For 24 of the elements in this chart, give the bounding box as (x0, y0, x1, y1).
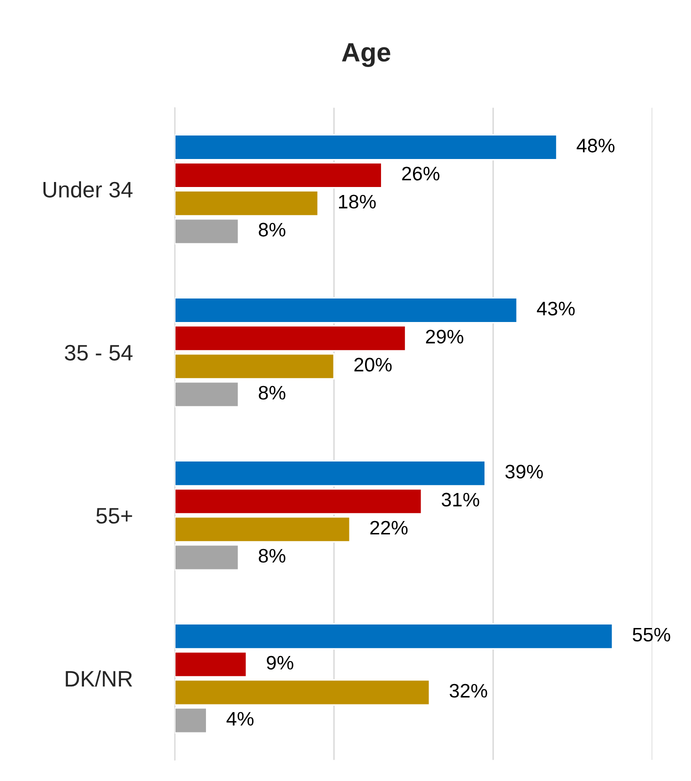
y-tick-label: Under 34 (43, 181, 133, 198)
data-label: 48% (576, 138, 614, 152)
data-label: 31% (442, 492, 480, 507)
bar (174, 707, 208, 734)
data-label: 8% (258, 548, 286, 563)
data-label: 18% (338, 194, 376, 209)
data-label: 39% (505, 464, 543, 479)
data-label: 29% (426, 330, 464, 344)
bar (174, 544, 240, 571)
chart-title: Age (342, 43, 390, 67)
data-label: 8% (258, 386, 286, 400)
data-label: 20% (354, 358, 392, 372)
bar (174, 679, 430, 706)
data-label: 4% (226, 712, 254, 726)
y-tick-label: DK/NR (66, 670, 132, 687)
data-label: 8% (258, 222, 286, 237)
y-tick-label: 55+ (96, 508, 132, 524)
data-label: 26% (402, 166, 440, 180)
data-label: 43% (536, 302, 575, 316)
y-tick-label: 35 - 54 (64, 344, 133, 361)
data-label: 32% (450, 684, 488, 698)
data-label: 55% (632, 628, 670, 642)
data-label: 9% (266, 656, 294, 670)
data-label: 22% (370, 520, 408, 535)
